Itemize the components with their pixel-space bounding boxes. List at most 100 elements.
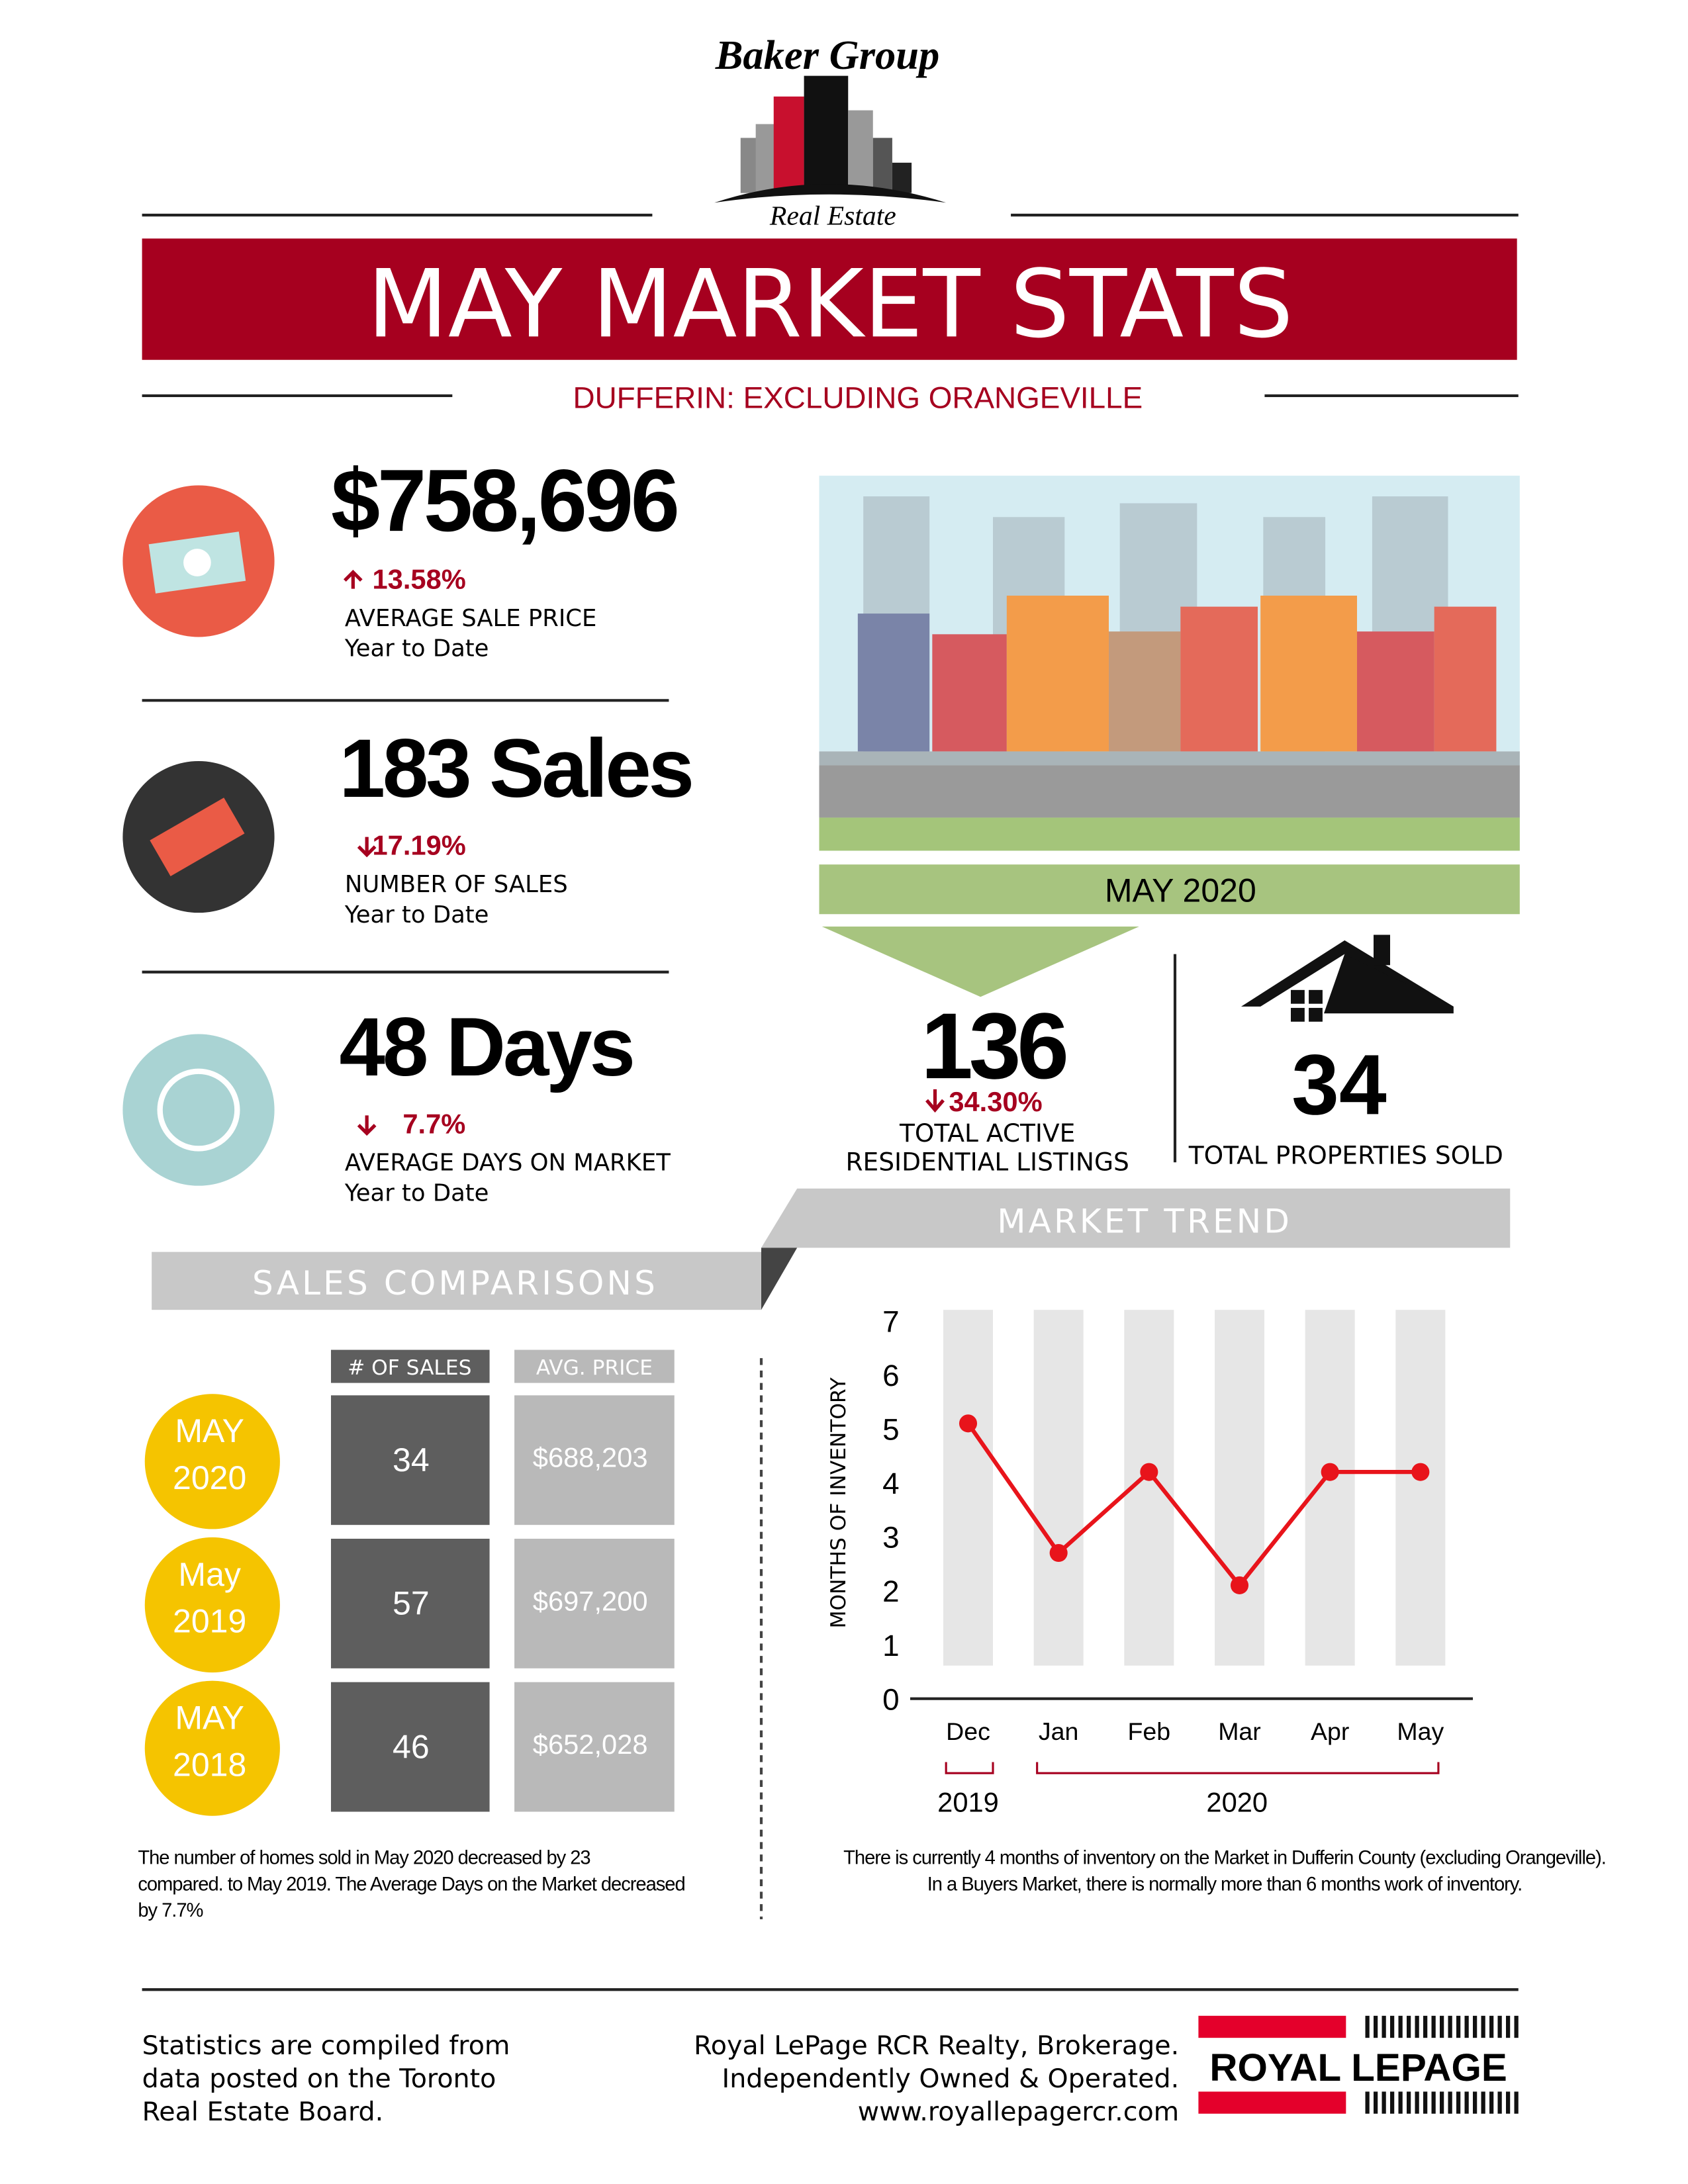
trend-line xyxy=(966,1422,1421,1589)
column-header: # OF SALES xyxy=(348,1356,471,1380)
change-arrow xyxy=(357,1115,377,1136)
source-note: data posted on the Toronto xyxy=(142,2064,496,2094)
point xyxy=(1321,1463,1339,1481)
stat-label: AVERAGE SALE PRICE xyxy=(345,605,597,632)
stat-value: 183 Sales xyxy=(340,723,692,815)
listings-change: 34.30% xyxy=(949,1086,1042,1117)
stat-period: Year to Date xyxy=(344,1180,489,1207)
x-tick-label: Mar xyxy=(1218,1717,1261,1745)
sales-count: 46 xyxy=(393,1728,430,1765)
subtitle: DUFFERIN: EXCLUDING ORANGEVILLE xyxy=(573,381,1143,415)
column-band xyxy=(1215,1310,1264,1666)
brokerage: www.royallepagercr.com xyxy=(858,2097,1179,2127)
chart-note: In a Buyers Market, there is normally mo… xyxy=(927,1874,1522,1895)
note: by 7.7% xyxy=(138,1900,203,1921)
cell xyxy=(331,1682,490,1812)
chart-note: There is currently 4 months of inventory… xyxy=(843,1848,1606,1869)
chart-title: MARKET TREND xyxy=(997,1203,1292,1241)
column-header: AVG. PRICE xyxy=(536,1356,653,1380)
column-band xyxy=(943,1310,993,1666)
days-icon xyxy=(122,1034,275,1186)
brand: ROYAL LEPAGE xyxy=(1209,2046,1507,2089)
note: The number of homes sold in May 2020 dec… xyxy=(138,1848,590,1869)
avg-price: $688,203 xyxy=(533,1442,648,1473)
column-band xyxy=(1305,1310,1355,1666)
period-badge xyxy=(144,1537,280,1673)
period: 2018 xyxy=(173,1746,246,1783)
period-badge xyxy=(144,1680,280,1816)
stat-value: 48 Days xyxy=(340,1001,633,1093)
y-tick-label: 1 xyxy=(882,1629,900,1662)
listings-value: 136 xyxy=(921,994,1066,1099)
stat-period: Year to Date xyxy=(344,901,489,929)
x-tick-label: Apr xyxy=(1311,1717,1349,1745)
y-tick-label: 0 xyxy=(882,1682,900,1716)
title: MAY MARKET STATS xyxy=(367,250,1293,359)
point xyxy=(1140,1463,1158,1481)
note: compared. to May 2019. The Average Days … xyxy=(138,1874,684,1895)
cell xyxy=(514,1539,675,1668)
source-note: Real Estate Board. xyxy=(142,2097,384,2127)
year-bracket xyxy=(1036,1762,1440,1774)
point xyxy=(1411,1463,1430,1481)
column-band xyxy=(1395,1310,1446,1666)
x-tick-label: Feb xyxy=(1128,1717,1171,1745)
avg-price: $652,028 xyxy=(533,1729,648,1760)
period: MAY xyxy=(175,1412,244,1449)
period: 2020 xyxy=(173,1459,246,1496)
y-tick-label: 4 xyxy=(882,1467,900,1500)
year-label: 2020 xyxy=(1206,1787,1268,1818)
listings-label: TOTAL ACTIVE xyxy=(899,1118,1075,1148)
sales-count: 57 xyxy=(393,1585,430,1622)
cell xyxy=(514,1682,675,1812)
period-banner: MAY 2020 xyxy=(1105,872,1256,909)
y-tick-label: 7 xyxy=(882,1305,900,1339)
sales-count: 34 xyxy=(393,1441,430,1479)
stat-change: 17.19% xyxy=(373,830,466,861)
stat-change: 7.7% xyxy=(402,1108,465,1139)
stat-label: NUMBER OF SALES xyxy=(345,871,568,898)
cell xyxy=(331,1539,490,1668)
year-label: 2019 xyxy=(937,1787,999,1818)
stat-period: Year to Date xyxy=(344,635,489,662)
point xyxy=(959,1414,978,1433)
avg-price: $697,200 xyxy=(533,1585,648,1616)
y-axis-label: MONTHS OF INVENTORY xyxy=(827,1377,851,1628)
comparisons-heading: SALES COMPARISONS xyxy=(252,1264,658,1302)
cell xyxy=(331,1395,490,1525)
y-tick-label: 3 xyxy=(882,1521,900,1555)
logo-tagline: Real Estate xyxy=(769,201,896,232)
y-tick-label: 6 xyxy=(882,1359,900,1392)
x-tick-label: Jan xyxy=(1039,1717,1078,1745)
cell xyxy=(514,1395,675,1525)
sold-label: TOTAL PROPERTIES SOLD xyxy=(1188,1140,1503,1169)
y-tick-label: 5 xyxy=(882,1413,900,1447)
change-arrow xyxy=(343,569,363,589)
logo: Baker Group Real Estate xyxy=(714,32,947,232)
sold-value: 34 xyxy=(1291,1037,1387,1132)
period: 2019 xyxy=(173,1603,246,1640)
stat-change: 13.58% xyxy=(373,564,466,595)
y-tick-label: 2 xyxy=(882,1574,900,1608)
point xyxy=(1049,1543,1068,1563)
logo-name: Baker Group xyxy=(715,32,940,78)
year-bracket xyxy=(945,1762,994,1774)
x-tick-label: May xyxy=(1397,1717,1444,1745)
point xyxy=(1230,1576,1249,1594)
title-banner xyxy=(142,238,1517,360)
listings-label: RESIDENTIAL LISTINGS xyxy=(846,1148,1129,1177)
source-note: Statistics are compiled from xyxy=(142,2030,510,2061)
change-arrow xyxy=(357,837,377,858)
brokerage: Royal LePage RCR Realty, Brokerage. xyxy=(694,2030,1179,2061)
x-tick-label: Dec xyxy=(946,1717,990,1745)
street-illustration: MAY 2020 xyxy=(819,475,1520,997)
column-band xyxy=(1033,1310,1084,1666)
period: MAY xyxy=(175,1700,244,1737)
stat-value: $758,696 xyxy=(331,451,677,550)
stat-label: AVERAGE DAYS ON MARKET xyxy=(345,1150,671,1177)
period-badge xyxy=(144,1394,280,1529)
brokerage: Independently Owned & Operated. xyxy=(722,2064,1180,2094)
period: May xyxy=(178,1556,240,1593)
